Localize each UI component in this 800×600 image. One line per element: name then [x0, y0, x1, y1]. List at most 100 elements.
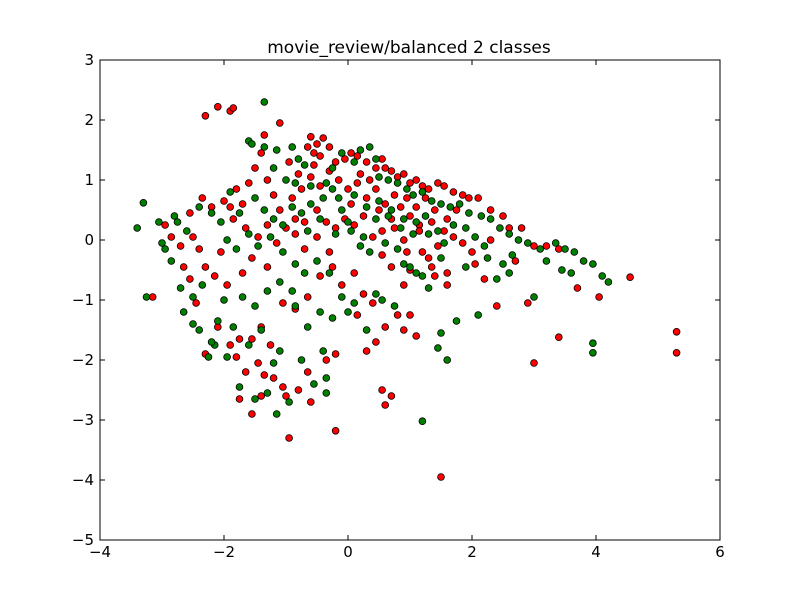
data-point: [523, 239, 532, 247]
data-point: [412, 332, 421, 340]
data-point: [328, 185, 337, 193]
data-point: [337, 293, 346, 301]
data-point: [303, 227, 312, 235]
data-point: [322, 218, 331, 226]
data-point: [406, 263, 414, 271]
data-point: [461, 263, 470, 271]
data-point: [235, 209, 244, 217]
data-point: [350, 269, 359, 277]
data-point: [570, 248, 579, 256]
data-point: [266, 233, 275, 241]
data-point: [322, 356, 331, 364]
data-point: [173, 218, 182, 226]
data-point: [372, 164, 380, 172]
data-point: [418, 188, 427, 196]
data-point: [186, 275, 194, 283]
data-point: [316, 215, 324, 223]
data-point: [238, 269, 247, 277]
data-point: [387, 263, 396, 271]
data-point: [359, 290, 368, 298]
data-point: [189, 293, 197, 301]
data-point: [306, 200, 315, 208]
data-point: [334, 194, 343, 202]
data-point: [263, 176, 272, 184]
data-point: [248, 335, 256, 343]
data-point: [198, 194, 207, 202]
data-point: [403, 248, 411, 256]
data-point: [300, 218, 309, 226]
data-point: [251, 194, 259, 202]
data-point: [567, 269, 575, 277]
x-tick-label: 6: [715, 543, 725, 561]
data-point: [328, 263, 337, 271]
data-point: [279, 248, 287, 256]
data-point: [226, 188, 235, 196]
data-point: [424, 284, 433, 292]
data-point: [272, 410, 281, 418]
data-point: [396, 224, 405, 232]
data-point: [412, 176, 421, 184]
data-point: [362, 347, 371, 355]
data-point: [424, 254, 433, 262]
data-point: [294, 386, 303, 394]
data-point: [204, 353, 213, 361]
data-point: [424, 230, 433, 238]
data-point: [251, 302, 259, 310]
data-point: [288, 287, 297, 295]
data-point: [257, 392, 266, 400]
x-tick-label: −4: [89, 543, 111, 561]
data-point: [418, 272, 427, 280]
data-point: [207, 338, 216, 346]
data-point: [393, 311, 402, 319]
data-point: [372, 185, 380, 193]
data-point: [201, 263, 210, 271]
y-tick-label: −5: [72, 531, 94, 549]
y-tick-label: −3: [72, 411, 94, 429]
data-point: [300, 245, 309, 253]
data-point: [279, 383, 287, 391]
x-tick-label: −2: [213, 543, 235, 561]
data-point: [285, 158, 293, 166]
data-point: [269, 359, 278, 367]
data-point: [443, 215, 452, 223]
data-point: [282, 176, 290, 184]
data-point: [291, 179, 300, 187]
data-point: [303, 143, 312, 151]
data-point: [589, 260, 597, 268]
data-point: [372, 338, 380, 346]
data-point: [269, 215, 278, 223]
data-point: [235, 395, 244, 403]
data-point: [356, 170, 365, 178]
y-tick-label: −1: [72, 291, 94, 309]
data-point: [536, 245, 544, 253]
data-point: [381, 164, 390, 172]
data-point: [167, 257, 176, 265]
data-point: [399, 215, 408, 223]
data-point: [465, 194, 473, 202]
data-point: [229, 215, 238, 223]
x-tick-label: 2: [467, 543, 477, 561]
data-point: [356, 242, 365, 250]
data-point: [337, 281, 346, 289]
x-tick-label: 0: [343, 543, 353, 561]
data-point: [254, 359, 262, 367]
data-point: [412, 218, 421, 226]
data-point: [207, 209, 216, 217]
data-point: [347, 227, 355, 235]
data-point: [331, 350, 340, 358]
data-point: [375, 173, 383, 181]
data-point: [427, 263, 436, 271]
data-point: [443, 269, 452, 277]
data-point: [337, 206, 346, 214]
data-point: [331, 230, 340, 238]
data-point: [288, 194, 297, 202]
data-point: [387, 392, 396, 400]
data-point: [189, 320, 197, 328]
data-point: [195, 326, 204, 334]
data-point: [238, 293, 247, 301]
data-point: [195, 203, 204, 211]
data-point: [285, 434, 293, 442]
data-point: [458, 239, 467, 247]
data-point: [306, 398, 315, 406]
data-point: [158, 239, 166, 247]
